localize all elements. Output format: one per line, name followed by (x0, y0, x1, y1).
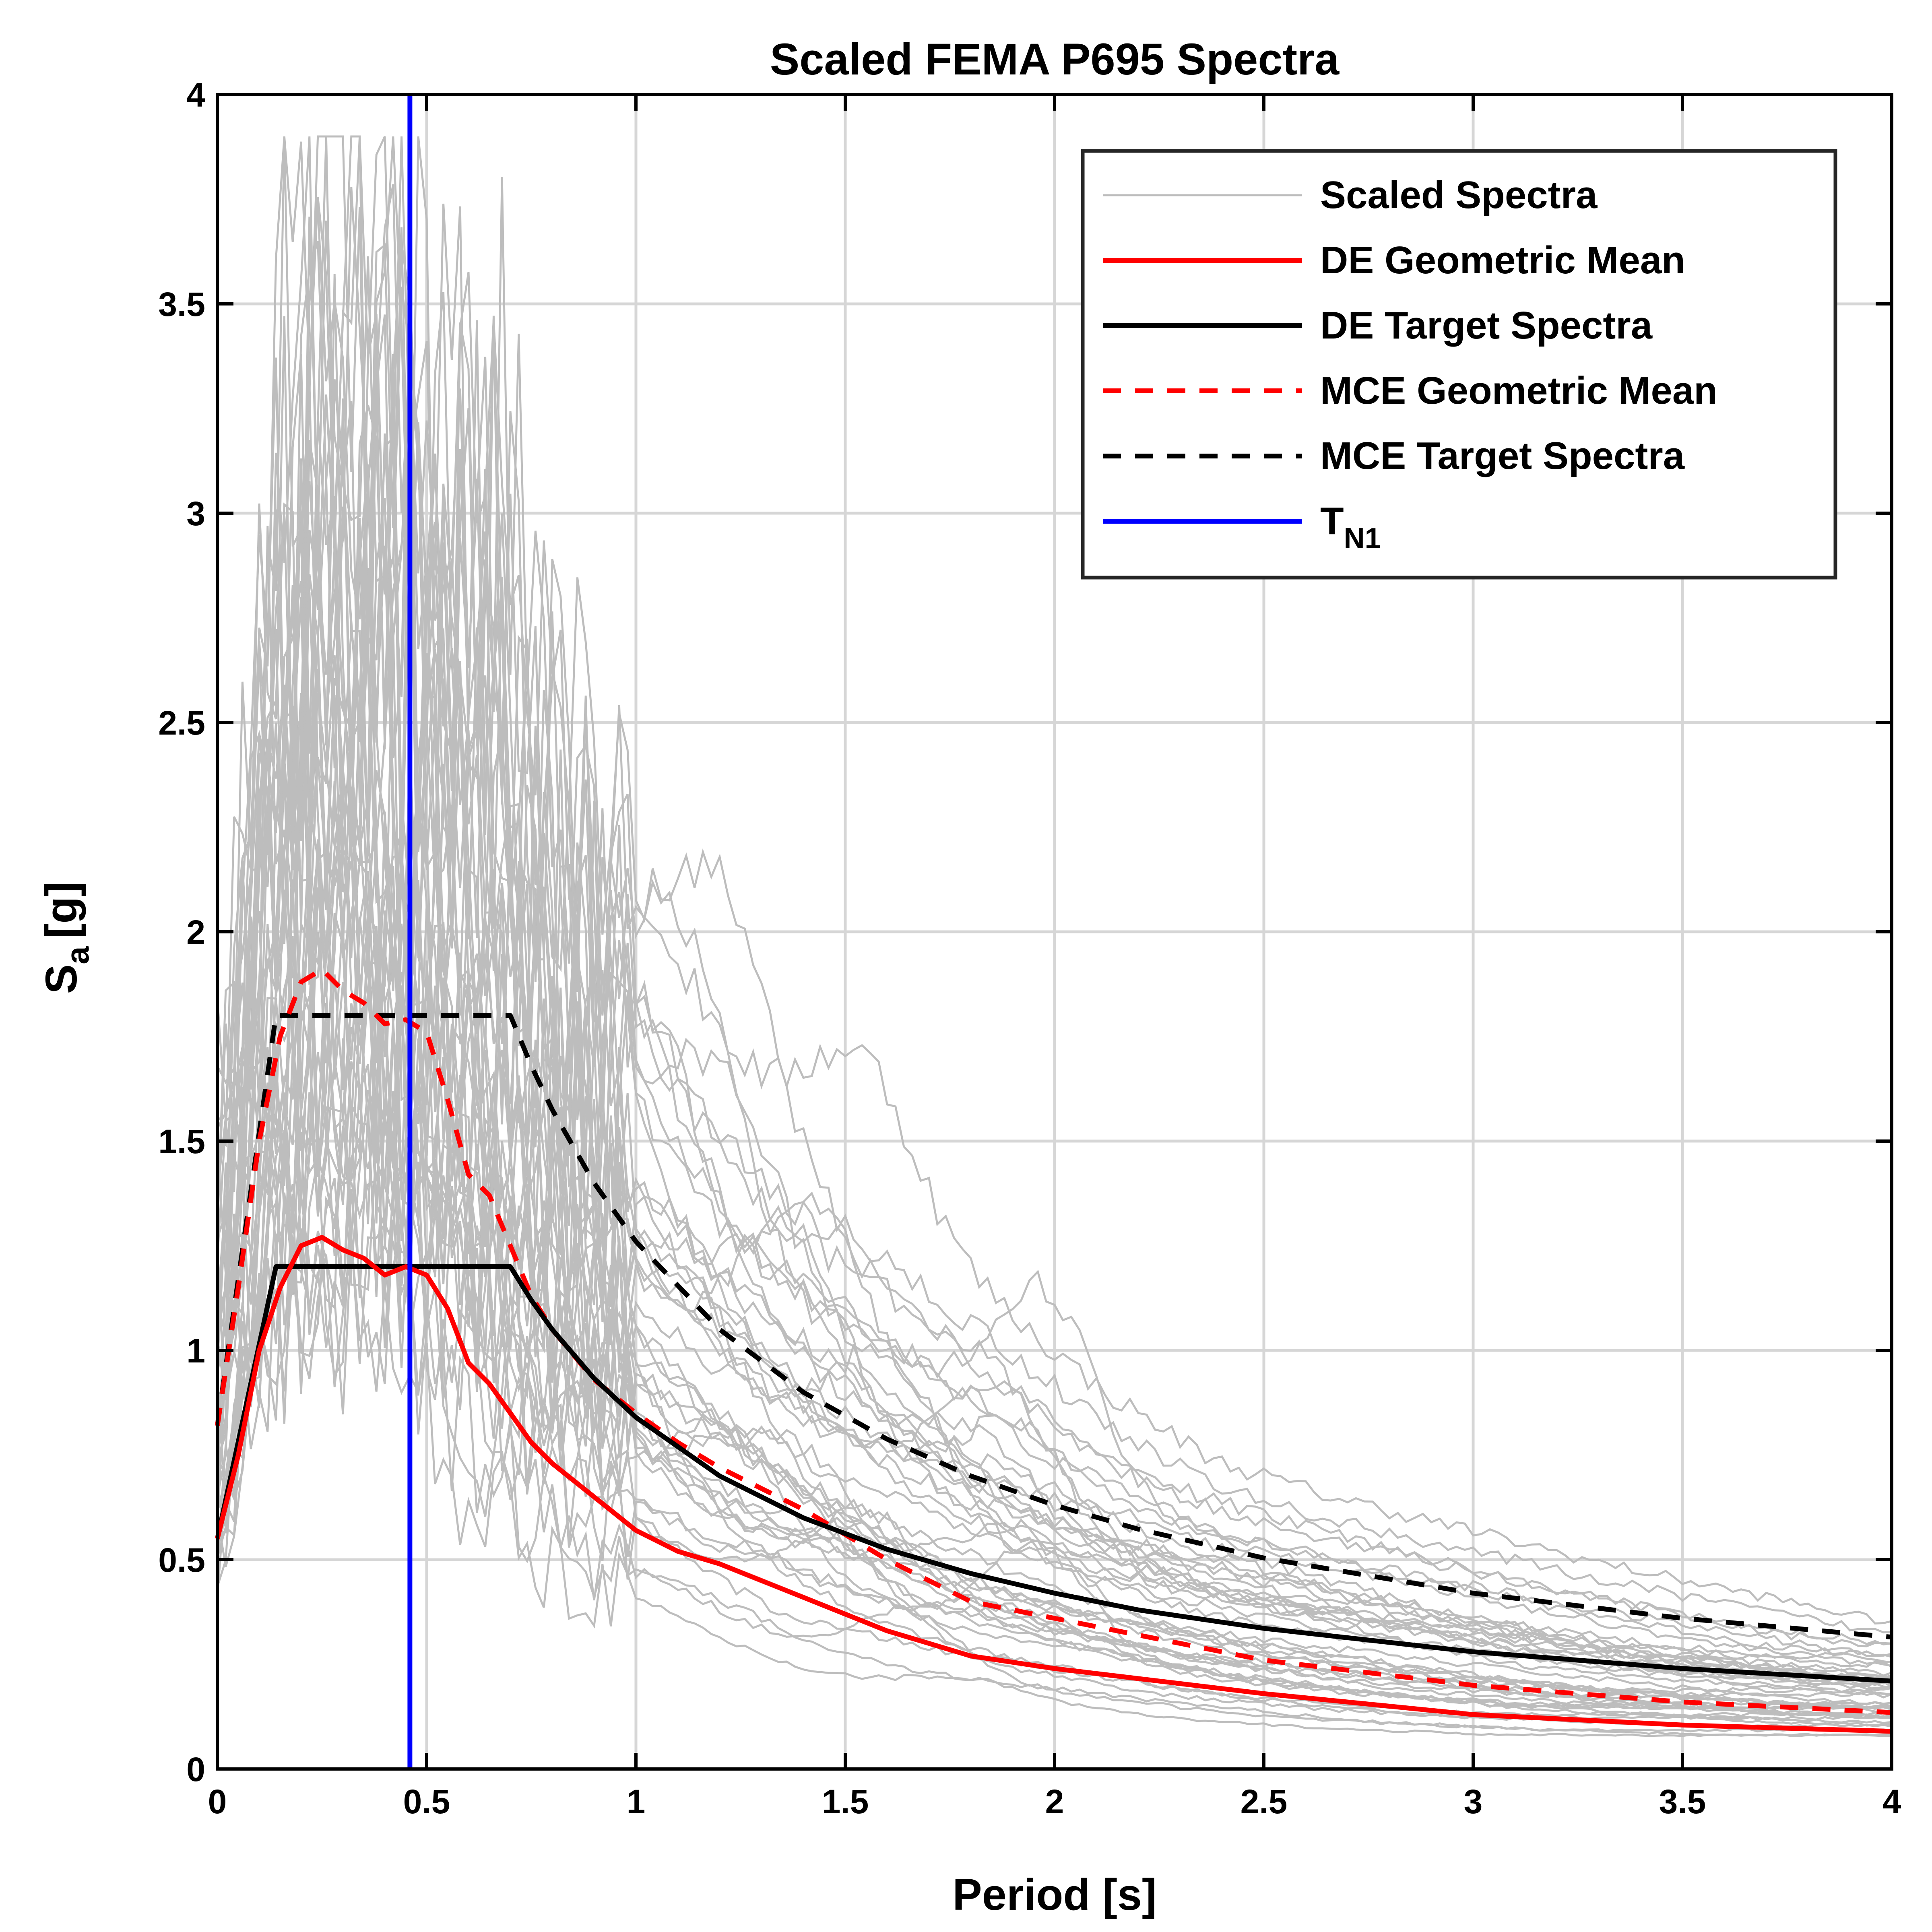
legend-box (1081, 149, 1837, 580)
x-tick-label: 0 (208, 1783, 227, 1821)
y-tick-label: 2.5 (158, 704, 205, 742)
legend: Scaled Spectra DE Geometric Mean DE Target… (1081, 149, 1837, 580)
x-tick-label: 2.5 (1241, 1783, 1288, 1821)
scaled-spectrum-line (216, 1090, 1892, 1727)
legend-label-main: DE Geometric Mean (1320, 239, 1685, 282)
legend-label-main: T (1320, 500, 1344, 543)
scaled-spectrum-line (216, 1192, 1892, 1737)
y-tick-label: 3.5 (158, 285, 205, 323)
scaled-spectrum-line (216, 204, 1892, 1647)
scaled-spectrum-line (216, 398, 1892, 1680)
scaled-spectrum-line (216, 912, 1892, 1699)
scaled-spectrum-line (217, 523, 1892, 1698)
scaled-spectra-lines (216, 135, 1893, 1737)
x-tick-label: 2 (1045, 1783, 1064, 1821)
legend-label-main: MCE Target Spectra (1320, 434, 1685, 477)
y-tick-label: 1.5 (158, 1123, 205, 1160)
scaled-spectrum-line (217, 1204, 1892, 1737)
y-axis-label: Sa [g] (37, 882, 95, 994)
axes-frame (216, 93, 1893, 1771)
y-tick-label: 2 (186, 913, 205, 951)
y-tick-label: 0 (186, 1750, 205, 1788)
scaled-spectrum-line (216, 335, 1892, 1685)
de-target-line (215, 1264, 1892, 1684)
scaled-spectrum-line (216, 741, 1892, 1707)
scaled-spectrum-line (216, 923, 1892, 1710)
y-axis-label-main: S (37, 964, 86, 994)
y-axis-label-sub: a (60, 946, 95, 964)
y-tick-label: 4 (186, 76, 205, 114)
scaled-spectrum-line (216, 394, 1892, 1677)
tick-labels: 0 0.5 1 1.5 2 2.5 3 3.5 4 0 0.5 1 1.5 2 2.5 3 3.5 4 (158, 76, 1901, 1821)
scaled-spectrum-line (216, 876, 1892, 1716)
y-tick-label: 1 (186, 1332, 205, 1370)
scaled-spectrum-line (216, 811, 1892, 1690)
scaled-spectrum-line (216, 227, 1892, 1634)
x-axis-label: Period [s] (952, 1870, 1156, 1920)
scaled-spectrum-line (217, 354, 1892, 1664)
legend-label-sub: N1 (1344, 522, 1381, 555)
legend-label-scaled: Scaled Spectra (1320, 173, 1598, 217)
series-lines (215, 967, 1892, 1734)
x-tick-label: 1 (627, 1783, 646, 1821)
chart-title: Scaled FEMA P695 Spectra (770, 35, 1340, 84)
scaled-spectrum-line (216, 135, 1893, 1668)
x-tick-label: 0.5 (403, 1783, 450, 1821)
y-tick-label: 3 (186, 495, 205, 533)
x-tick-label: 4 (1882, 1783, 1901, 1821)
scaled-spectrum-line (216, 780, 1892, 1709)
legend-label-main: Scaled Spectra (1320, 173, 1598, 217)
x-tick-label: 1.5 (822, 1783, 869, 1821)
legend-label-main: MCE Geometric Mean (1320, 369, 1717, 412)
legend-label-de_target: DE Target Spectra (1320, 304, 1653, 347)
legend-label-mce_target: MCE Target Spectra (1320, 434, 1685, 477)
legend-label-mce_mean: MCE Geometric Mean (1320, 369, 1717, 412)
de-mean-line (215, 1235, 1892, 1734)
legend-label-main: DE Target Spectra (1320, 304, 1653, 347)
plot-border (216, 93, 1893, 1771)
y-axis-label-unit: [g] (37, 882, 86, 938)
legend-label-de_mean: DE Geometric Mean (1320, 239, 1685, 282)
legend-label-tn1: TN1 (1320, 500, 1381, 555)
x-tick-label: 3.5 (1659, 1783, 1706, 1821)
x-tick-label: 3 (1464, 1783, 1483, 1821)
y-tick-label: 0.5 (158, 1541, 205, 1579)
scaled-spectrum-line (217, 135, 1892, 1667)
svg-text:Sa[g]: Sa [g] (37, 882, 95, 994)
mce-target-line (215, 1013, 1892, 1640)
